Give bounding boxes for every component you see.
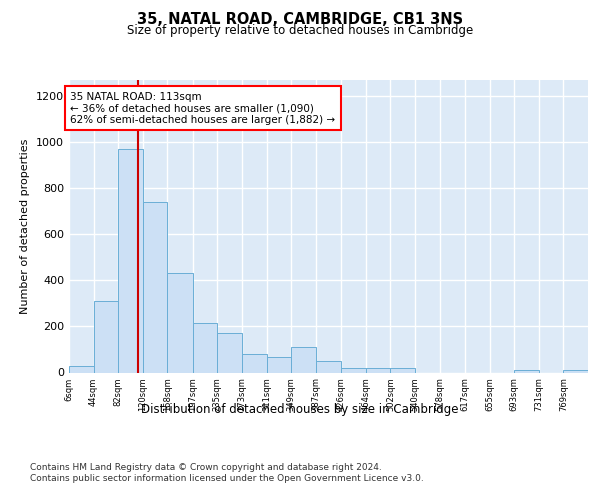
Text: Contains public sector information licensed under the Open Government Licence v3: Contains public sector information licen…	[30, 474, 424, 483]
Bar	[391, 368, 415, 372]
Bar	[266, 357, 291, 372]
Bar	[69, 366, 94, 372]
Bar	[291, 347, 316, 372]
Bar	[118, 149, 143, 372]
Bar	[341, 368, 366, 372]
Text: 35, NATAL ROAD, CAMBRIDGE, CB1 3NS: 35, NATAL ROAD, CAMBRIDGE, CB1 3NS	[137, 12, 463, 28]
Text: Contains HM Land Registry data © Crown copyright and database right 2024.: Contains HM Land Registry data © Crown c…	[30, 462, 382, 471]
Bar	[316, 361, 341, 372]
Text: Distribution of detached houses by size in Cambridge: Distribution of detached houses by size …	[141, 402, 459, 415]
Y-axis label: Number of detached properties: Number of detached properties	[20, 138, 31, 314]
Text: Size of property relative to detached houses in Cambridge: Size of property relative to detached ho…	[127, 24, 473, 37]
Bar	[94, 301, 118, 372]
Text: 35 NATAL ROAD: 113sqm
← 36% of detached houses are smaller (1,090)
62% of semi-d: 35 NATAL ROAD: 113sqm ← 36% of detached …	[70, 92, 335, 124]
Bar	[167, 274, 193, 372]
Bar	[143, 202, 167, 372]
Bar	[514, 370, 539, 372]
Bar	[242, 354, 266, 372]
Bar	[366, 368, 391, 372]
Bar	[563, 370, 588, 372]
Bar	[193, 323, 217, 372]
Bar	[217, 334, 242, 372]
